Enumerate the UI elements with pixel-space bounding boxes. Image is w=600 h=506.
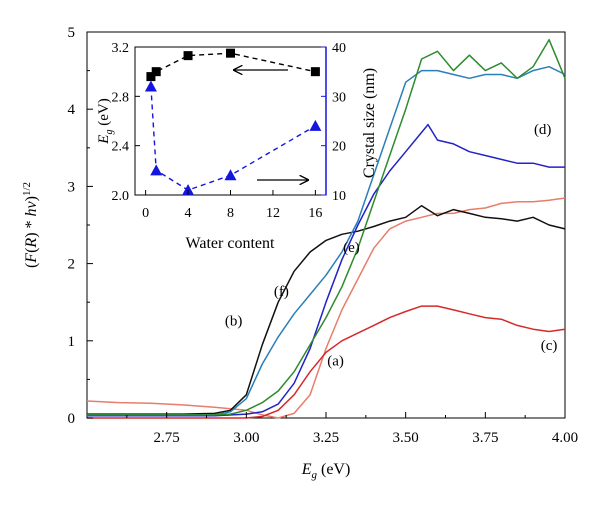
main-series-labels: (a) (b) (c) (d) (e) (f) — [225, 122, 558, 370]
y-tick-label: 2 — [68, 257, 76, 273]
inset-left-y-axis-label: Eg (eV) — [96, 98, 115, 144]
inset-point-crystal-size — [144, 80, 157, 92]
inset-right-tick-label: 10 — [332, 189, 346, 204]
x-tick-label: 3.50 — [393, 430, 419, 446]
series-line-a — [86, 197, 566, 419]
inset-point-band-gap — [183, 51, 193, 61]
inset-y-tick-label: 2.8 — [112, 90, 130, 105]
inset-point-band-gap — [151, 67, 161, 77]
x-tick-label: 2.75 — [154, 430, 180, 446]
inset-series-group — [144, 48, 322, 196]
y-tick-label: 4 — [68, 102, 76, 118]
series-line-b — [87, 204, 566, 415]
inset-right-y-axis-label: Crystal size (nm) — [361, 68, 378, 178]
x-tick-label: 4.00 — [552, 430, 578, 446]
main-x-axis: 2.75 3.00 3.25 3.50 3.75 4.00 — [126, 412, 578, 446]
series-line-d — [87, 123, 565, 417]
series-line-c — [87, 305, 566, 419]
inset-left-y-axis: 2.0 2.4 2.8 3.2 — [112, 41, 140, 204]
x-tick-label: 3.75 — [472, 430, 498, 446]
series-label-c: (c) — [541, 338, 558, 354]
main-y-axis-label: (F(R) * hv)1/2 — [21, 182, 40, 268]
series-label-b: (b) — [225, 313, 243, 329]
inset-point-crystal-size — [224, 169, 237, 181]
inset-x-tick-label: 4 — [185, 206, 192, 221]
y-tick-label: 5 — [68, 25, 76, 41]
series-label-e: (e) — [343, 240, 360, 256]
inset-right-tick-label: 30 — [332, 90, 346, 105]
main-y-axis: 0 1 2 3 4 5 — [68, 25, 93, 427]
series-line-e — [87, 65, 566, 416]
inset-x-axis: 0 4 8 12 16 — [142, 190, 322, 221]
inset-x-axis-label: Water content — [186, 235, 275, 252]
inset-y-tick-label: 2.0 — [112, 189, 130, 204]
series-label-a: (a) — [327, 354, 344, 370]
main-series-group — [86, 38, 566, 419]
inset-x-tick-label: 8 — [227, 206, 234, 221]
inset-point-band-gap — [146, 72, 156, 82]
inset-right-tick-label: 40 — [332, 41, 346, 56]
inset-y-tick-label: 3.2 — [112, 41, 130, 56]
inset-x-tick-label: 0 — [142, 206, 149, 221]
main-x-axis-label: Eg (eV) — [301, 461, 351, 481]
series-label-d: (d) — [534, 122, 552, 138]
series-line-f — [87, 38, 566, 416]
x-tick-label: 3.25 — [313, 430, 339, 446]
inset-point-crystal-size — [182, 184, 195, 196]
inset-point-crystal-size — [150, 164, 163, 176]
inset-right-y-axis: 10 20 30 40 — [321, 41, 346, 204]
inset-point-band-gap — [310, 67, 320, 77]
x-tick-label: 3.00 — [233, 430, 259, 446]
inset-right-tick-label: 20 — [332, 140, 346, 155]
inset-point-crystal-size — [309, 119, 322, 131]
inset-y-tick-label: 2.4 — [112, 140, 130, 155]
inset-x-tick-label: 12 — [266, 206, 280, 221]
y-tick-label: 0 — [68, 411, 76, 427]
inset-x-tick-label: 16 — [308, 206, 322, 221]
y-tick-label: 1 — [68, 334, 76, 350]
series-label-f: (f) — [274, 284, 289, 300]
y-tick-label: 3 — [68, 179, 76, 195]
inset-point-band-gap — [226, 48, 235, 58]
